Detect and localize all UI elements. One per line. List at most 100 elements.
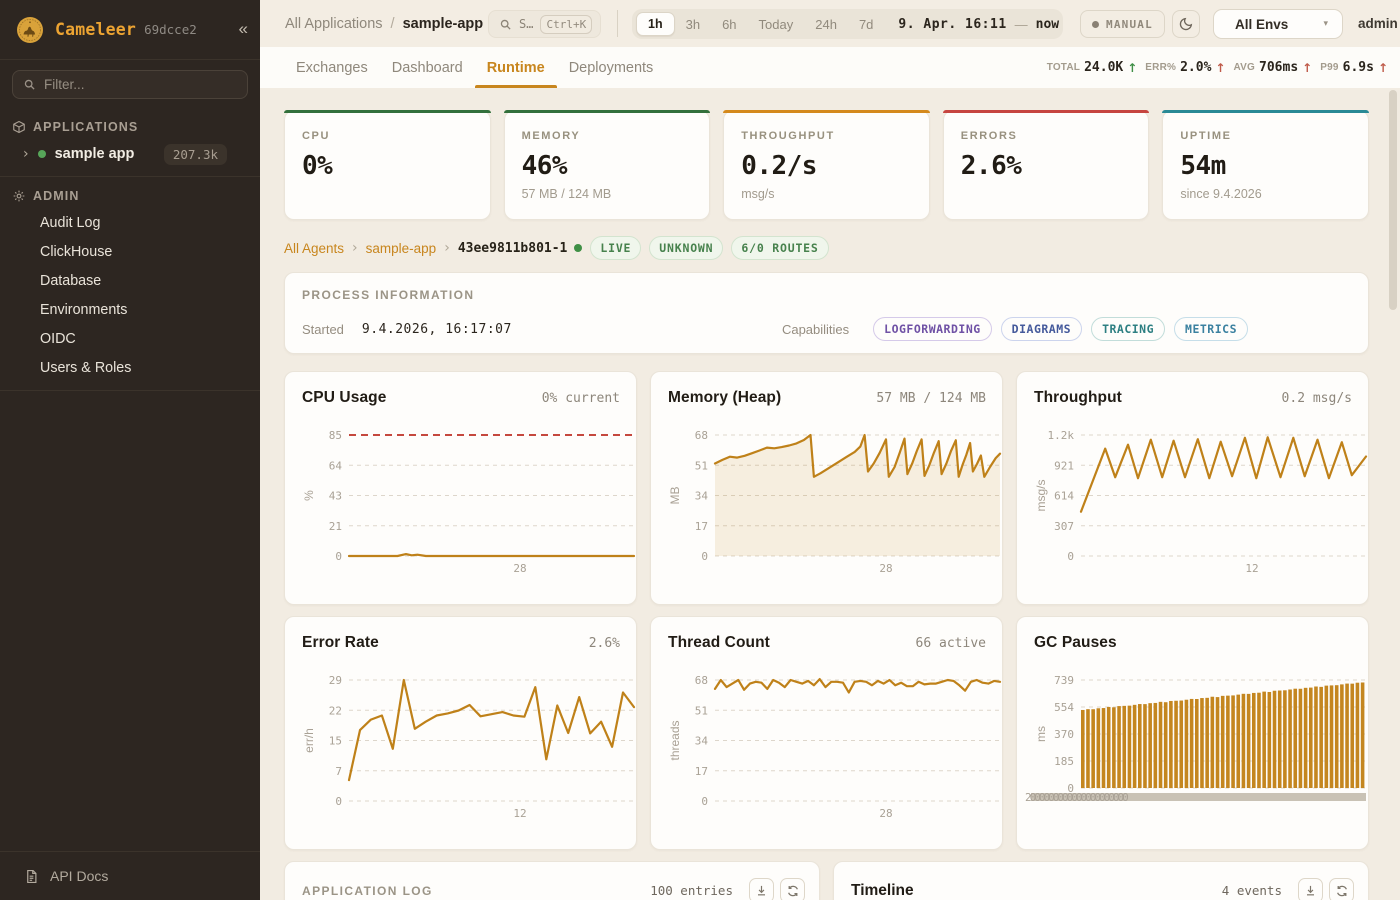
stat-card-throughput: THROUGHPUT 0.2/s msg/s bbox=[723, 110, 930, 220]
sidebar-item-audit-log[interactable]: Audit Log bbox=[40, 214, 101, 231]
sidebar-item-database[interactable]: Database bbox=[40, 272, 102, 289]
svg-text:34: 34 bbox=[695, 735, 709, 748]
time-range-7d[interactable]: 7d bbox=[858, 16, 874, 32]
tab-exchanges[interactable]: Exchanges bbox=[296, 59, 368, 76]
svg-text:51: 51 bbox=[695, 459, 708, 472]
build-version: 69dcce2 bbox=[144, 22, 197, 37]
breadcrumb-all-applications[interactable]: All Applications bbox=[285, 15, 383, 32]
chart-title: GC Pauses bbox=[1034, 634, 1117, 651]
sidebar-item-clickhouse[interactable]: ClickHouse bbox=[40, 243, 113, 260]
svg-text:7: 7 bbox=[335, 765, 342, 778]
svg-text:739: 739 bbox=[1054, 674, 1074, 687]
manual-status-dot bbox=[1092, 20, 1099, 28]
badge-live: LIVE bbox=[590, 236, 642, 260]
cube-icon bbox=[13, 120, 25, 134]
environment-select[interactable]: All Envs ▾ bbox=[1213, 9, 1343, 39]
breadcrumb-chevron-icon: › bbox=[444, 240, 450, 256]
gear-icon bbox=[13, 190, 25, 202]
stat-card-sub: msg/s bbox=[741, 187, 775, 201]
svg-text:17: 17 bbox=[695, 520, 708, 533]
stat-card-value: 46% bbox=[521, 151, 568, 181]
svg-text:921: 921 bbox=[1054, 459, 1074, 472]
capability-badge-tracing: TRACING bbox=[1091, 317, 1166, 341]
document-icon bbox=[27, 869, 37, 883]
svg-text:%: % bbox=[302, 490, 316, 501]
capability-badge-diagrams: DIAGRAMS bbox=[1000, 317, 1083, 341]
time-range-start[interactable]: 9. Apr. 16:11 bbox=[898, 16, 1007, 32]
topbar-divider bbox=[617, 10, 618, 37]
sidebar-item-oidc[interactable]: OIDC bbox=[40, 330, 76, 347]
time-range-6h[interactable]: 6h bbox=[722, 16, 737, 32]
svg-text:185: 185 bbox=[1054, 755, 1074, 768]
tab-deployments[interactable]: Deployments bbox=[568, 59, 654, 76]
chart-card-error-rate: Error Rate 2.6% 29 22 15 7 0 err/h 12 bbox=[284, 616, 637, 850]
link-all-agents[interactable]: All Agents bbox=[284, 240, 345, 256]
log-entries-count: 100 entries bbox=[650, 883, 733, 898]
time-range-3h[interactable]: 3h bbox=[685, 16, 701, 32]
breadcrumb-separator: / bbox=[390, 15, 395, 32]
refresh-button[interactable] bbox=[780, 878, 805, 900]
section-header-admin: ADMIN bbox=[12, 189, 248, 203]
svg-text:554: 554 bbox=[1054, 701, 1074, 714]
sidebar-collapse-button[interactable]: « bbox=[238, 18, 248, 38]
download-icon bbox=[757, 885, 766, 896]
stat-label: ERR% bbox=[1145, 62, 1177, 73]
download-button[interactable] bbox=[1298, 878, 1323, 900]
svg-text:12: 12 bbox=[513, 807, 526, 820]
svg-text:err/h: err/h bbox=[302, 728, 316, 753]
admin-nav: Audit Log ClickHouse Database Environmen… bbox=[12, 208, 248, 382]
stat-value: 6.9s bbox=[1342, 60, 1374, 75]
sidebar-header: Cameleer 69dcce2 « bbox=[0, 0, 260, 60]
expand-chevron-icon[interactable]: › bbox=[23, 146, 29, 162]
stat-total: TOTAL 24.0K ↑ bbox=[1047, 60, 1138, 75]
chart-current-value: 2.6% bbox=[588, 636, 620, 651]
dark-mode-toggle[interactable] bbox=[1172, 10, 1200, 38]
stat-card-label: MEMORY bbox=[521, 130, 581, 142]
sidebar-filter[interactable] bbox=[12, 70, 248, 99]
scrollbar-thumb[interactable] bbox=[1389, 90, 1397, 310]
throughput-chart: 1.2k 921 614 307 0 msg/s 12 bbox=[1034, 429, 1368, 575]
chart-current-value: 57 MB / 124 MB bbox=[876, 391, 986, 406]
live-status-dot bbox=[574, 244, 583, 252]
chart-title: Throughput bbox=[1034, 389, 1122, 406]
sidebar-item-api-docs[interactable]: API Docs bbox=[0, 851, 260, 900]
stat-card-value: 2.6% bbox=[960, 151, 1022, 181]
time-range-end[interactable]: now bbox=[1035, 16, 1060, 32]
global-search[interactable]: S… Ctrl+K bbox=[488, 10, 601, 38]
download-button[interactable] bbox=[749, 878, 774, 900]
tab-dashboard[interactable]: Dashboard bbox=[391, 59, 463, 76]
svg-text:43: 43 bbox=[329, 490, 342, 503]
refresh-button[interactable] bbox=[1329, 878, 1354, 900]
stat-card-label: CPU bbox=[302, 130, 331, 142]
stat-card-sub: 57 MB / 124 MB bbox=[521, 187, 612, 201]
capability-badge-logforwarding: LOGFORWARDING bbox=[873, 317, 992, 341]
time-range-today[interactable]: Today bbox=[758, 16, 794, 32]
tab-runtime[interactable]: Runtime bbox=[474, 47, 557, 88]
manual-label: MANUAL bbox=[1106, 17, 1153, 31]
api-docs-label: API Docs bbox=[50, 868, 109, 884]
sidebar-item-users-roles[interactable]: Users & Roles bbox=[40, 359, 132, 376]
svg-text:21: 21 bbox=[329, 520, 342, 533]
svg-text:307: 307 bbox=[1054, 520, 1074, 533]
link-sample-app[interactable]: sample-app bbox=[365, 240, 437, 256]
chart-title: Error Rate bbox=[302, 634, 379, 651]
capabilities-label: Capabilities bbox=[781, 321, 850, 337]
time-range-24h[interactable]: 24h bbox=[815, 16, 837, 32]
stat-value: 2.0% bbox=[1180, 60, 1212, 75]
stat-card-errors: ERRORS 2.6% bbox=[942, 110, 1150, 220]
chevron-down-icon: ▾ bbox=[1323, 19, 1328, 29]
search-icon bbox=[500, 19, 511, 30]
svg-text:68: 68 bbox=[695, 429, 708, 442]
sidebar-item-sample-app[interactable]: › sample app 207.3k bbox=[12, 141, 248, 167]
manual-refresh-button[interactable]: MANUAL bbox=[1080, 10, 1165, 38]
user-name[interactable]: admin bbox=[1358, 16, 1398, 31]
time-range-1h[interactable]: 1h bbox=[636, 12, 675, 36]
process-info-row: Started 9.4.2026, 16:17:07 Capabilities … bbox=[302, 317, 1352, 341]
sidebar-divider bbox=[0, 176, 260, 177]
filter-input[interactable] bbox=[44, 77, 237, 92]
chart-title: Memory (Heap) bbox=[668, 389, 782, 406]
sidebar-item-environments[interactable]: Environments bbox=[40, 301, 128, 318]
agent-breadcrumb: All Agents › sample-app › 43ee9811b801-1… bbox=[284, 234, 1369, 262]
stat-card-row: CPU 0% MEMORY 46% 57 MB / 124 MB THROUGH… bbox=[284, 110, 1369, 220]
svg-text:MB: MB bbox=[668, 487, 682, 505]
